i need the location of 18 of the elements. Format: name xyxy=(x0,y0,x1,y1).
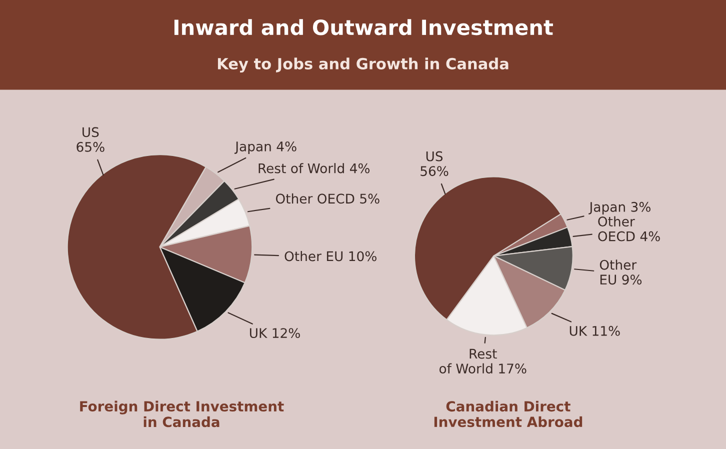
slice-label: UK 11% xyxy=(570,326,620,336)
slice-label: Japan 4% xyxy=(234,141,296,154)
chart-subtitle: Key to Jobs and Growth in Canada xyxy=(218,58,508,73)
slice-label: Other OECD 4% xyxy=(598,216,660,242)
data-label: 65% xyxy=(76,142,104,152)
slice-label: Other EU 10% xyxy=(284,251,376,262)
text: Foreign Direct Investment in Canada xyxy=(80,400,284,428)
slice-label: Other OECD 5% xyxy=(276,193,380,204)
slice-label: US xyxy=(82,127,99,138)
data-label: 56% xyxy=(420,166,448,176)
chart-title: Inward and Outward Investment xyxy=(174,19,553,36)
text: Canadian Direct Investment Abroad xyxy=(434,400,582,428)
slice-label: Rest of World 4% xyxy=(258,163,370,174)
slice-label: Other EU 9% xyxy=(600,260,642,285)
slice-label: Rest of World 17% xyxy=(439,348,526,374)
slice-label: UK 12% xyxy=(250,328,300,338)
slice-label: Japan 3% xyxy=(588,202,650,214)
slice-label: US xyxy=(426,151,443,162)
